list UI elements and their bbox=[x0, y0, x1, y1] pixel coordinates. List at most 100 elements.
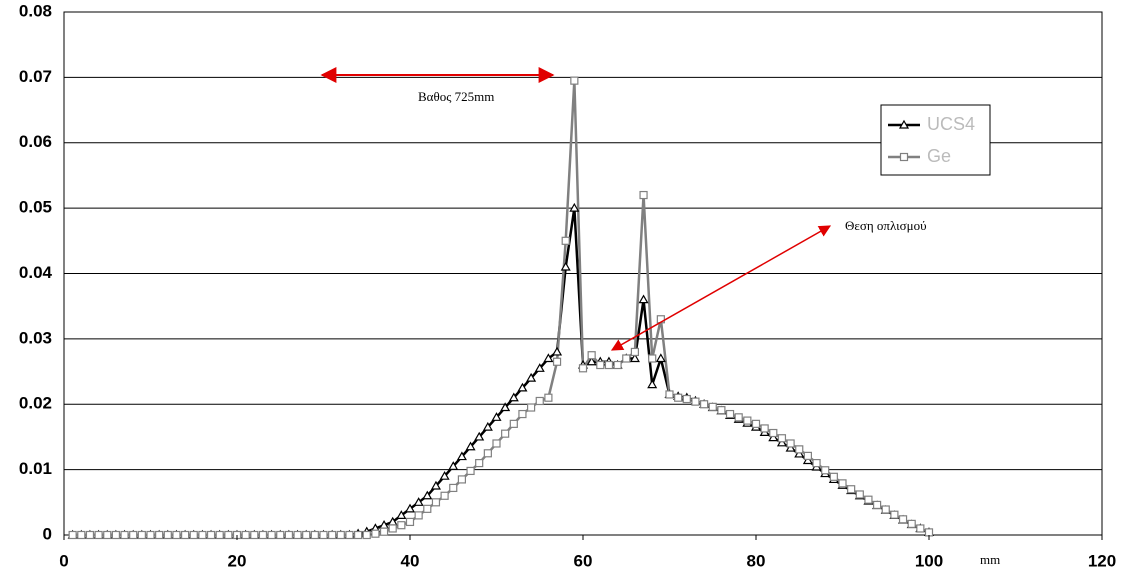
marker bbox=[405, 517, 415, 527]
marker bbox=[430, 480, 441, 490]
marker bbox=[647, 379, 658, 389]
marker bbox=[552, 346, 563, 356]
marker bbox=[916, 524, 925, 533]
marker bbox=[137, 530, 146, 540]
x-axis-label: mm bbox=[980, 552, 1000, 567]
marker bbox=[431, 498, 441, 507]
marker bbox=[535, 396, 544, 406]
y-tick-label: 0.05 bbox=[19, 198, 52, 217]
marker bbox=[77, 530, 86, 540]
marker bbox=[829, 472, 838, 481]
marker bbox=[422, 490, 433, 500]
marker bbox=[821, 466, 830, 475]
marker bbox=[501, 429, 510, 438]
marker bbox=[500, 402, 511, 412]
marker bbox=[336, 530, 345, 540]
marker bbox=[674, 393, 683, 402]
marker bbox=[483, 449, 492, 458]
marker bbox=[215, 530, 224, 540]
series-line bbox=[72, 206, 930, 537]
y-tick-label: 0.02 bbox=[19, 394, 52, 413]
marker bbox=[509, 419, 518, 428]
marker bbox=[474, 431, 485, 441]
marker bbox=[388, 524, 397, 533]
marker bbox=[561, 236, 570, 245]
y-tick-label: 0.08 bbox=[19, 1, 52, 20]
marker bbox=[751, 419, 761, 428]
marker bbox=[413, 497, 424, 506]
marker bbox=[604, 360, 614, 370]
plot bbox=[67, 76, 935, 540]
legend-label: UCS4 bbox=[927, 114, 975, 134]
series-line bbox=[72, 79, 930, 537]
marker bbox=[206, 530, 216, 540]
x-tick-label: 80 bbox=[747, 551, 766, 570]
marker bbox=[457, 475, 466, 484]
marker bbox=[708, 402, 717, 411]
marker bbox=[655, 353, 666, 363]
x-tick-label: 100 bbox=[915, 551, 943, 570]
marker bbox=[629, 353, 640, 363]
marker bbox=[456, 451, 467, 461]
marker bbox=[587, 351, 596, 360]
legend bbox=[880, 104, 991, 176]
marker bbox=[691, 397, 700, 406]
marker bbox=[198, 530, 207, 540]
marker bbox=[855, 490, 864, 499]
annotation: Θεση οπλισμού bbox=[845, 218, 927, 233]
marker bbox=[439, 470, 450, 480]
marker bbox=[189, 530, 198, 540]
marker bbox=[379, 527, 389, 536]
marker bbox=[129, 530, 138, 540]
marker bbox=[639, 190, 648, 200]
marker bbox=[760, 424, 769, 433]
y-tick-label: 0 bbox=[43, 524, 52, 543]
marker bbox=[534, 363, 545, 372]
marker bbox=[543, 353, 554, 363]
marker bbox=[449, 483, 458, 493]
marker bbox=[898, 119, 910, 129]
marker bbox=[354, 530, 363, 540]
marker bbox=[276, 530, 285, 540]
x-tick-label: 120 bbox=[1088, 551, 1116, 570]
marker bbox=[85, 530, 95, 540]
marker bbox=[241, 530, 250, 540]
marker bbox=[586, 356, 597, 366]
marker bbox=[414, 511, 423, 520]
marker bbox=[491, 412, 502, 421]
marker bbox=[492, 439, 501, 448]
y-tick-label: 0.07 bbox=[19, 67, 52, 86]
marker bbox=[648, 354, 657, 363]
marker bbox=[68, 530, 77, 540]
marker bbox=[682, 394, 691, 404]
marker bbox=[864, 495, 873, 504]
marker bbox=[146, 530, 155, 540]
arrow bbox=[610, 225, 832, 351]
x-tick-label: 0 bbox=[59, 551, 68, 570]
legend-label: Ge bbox=[927, 146, 951, 166]
marker bbox=[482, 421, 493, 431]
marker bbox=[310, 530, 319, 540]
marker bbox=[111, 530, 121, 540]
marker bbox=[578, 364, 588, 373]
marker bbox=[872, 500, 882, 510]
marker bbox=[404, 503, 416, 513]
x-tick-label: 60 bbox=[574, 551, 593, 570]
marker bbox=[907, 519, 916, 528]
marker bbox=[898, 515, 908, 524]
marker bbox=[448, 461, 459, 470]
marker bbox=[777, 434, 787, 443]
marker bbox=[613, 360, 622, 370]
marker bbox=[622, 354, 631, 363]
x-tick-label: 40 bbox=[401, 551, 420, 570]
marker bbox=[743, 416, 752, 425]
marker bbox=[172, 530, 181, 540]
marker bbox=[881, 505, 890, 514]
marker bbox=[94, 530, 103, 540]
marker bbox=[803, 451, 813, 460]
marker bbox=[630, 347, 640, 357]
marker bbox=[465, 441, 476, 451]
marker bbox=[665, 390, 674, 399]
marker bbox=[699, 400, 709, 409]
